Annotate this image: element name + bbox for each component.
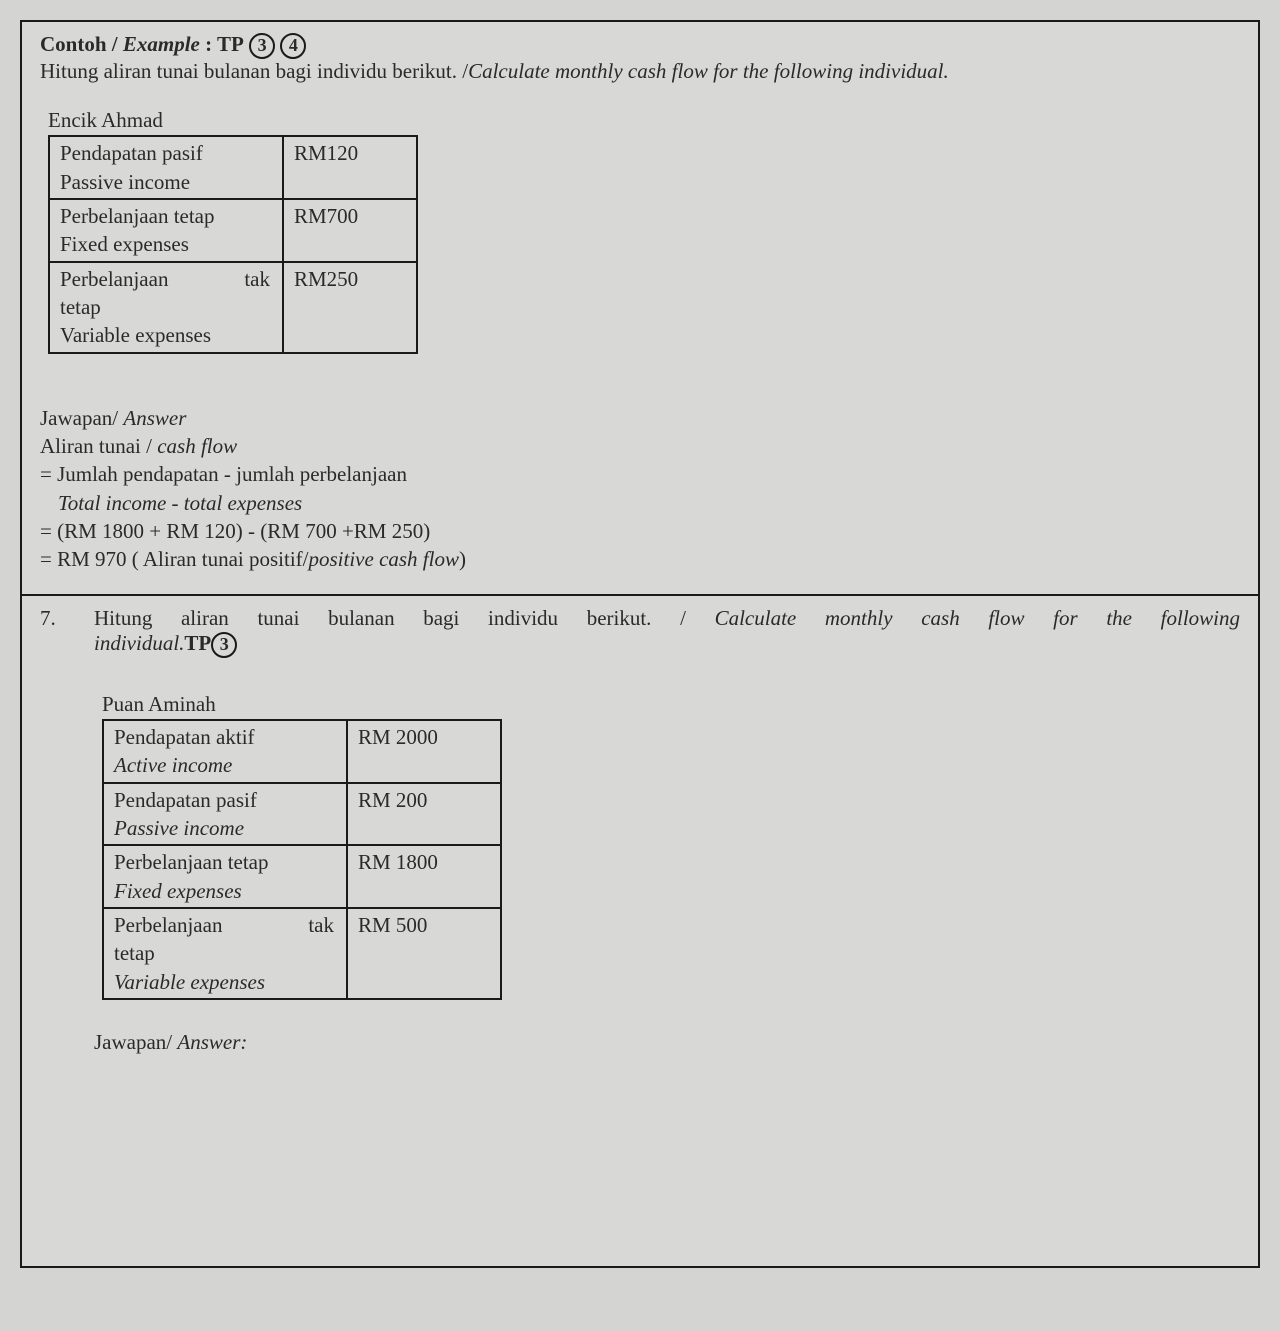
question-7-section: 7. Hitung aliran tunai bulanan bagi indi… bbox=[22, 596, 1258, 1266]
aminah-table: Pendapatan aktif Active income RM 2000 P… bbox=[102, 719, 502, 1000]
q7-prompt-en2: individual. bbox=[94, 631, 184, 655]
table-row: Perbelanjaantak tetap Variable expenses … bbox=[103, 908, 501, 999]
label-en: Variable expenses bbox=[114, 970, 265, 994]
answer-line1: Aliran tunai / cash flow bbox=[40, 432, 1240, 460]
tp-circle-4: 4 bbox=[280, 33, 306, 59]
example-section: Contoh / Example : TP 3 4 Hitung aliran … bbox=[22, 22, 1258, 594]
table-row: Perbelanjaan tetap Fixed expenses RM 180… bbox=[103, 845, 501, 908]
answer-line4: = RM 970 ( Aliran tunai positif/positive… bbox=[40, 545, 1240, 573]
answer-label-en: Answer bbox=[123, 406, 186, 430]
row3-label: Perbelanjaantak tetap Variable expenses bbox=[49, 262, 283, 353]
answer-line2-ms: = Jumlah pendapatan - jumlah perbelanjaa… bbox=[40, 460, 1240, 488]
q7-content: Puan Aminah Pendapatan aktif Active inco… bbox=[94, 692, 1240, 1055]
table-row: Perbelanjaan tetap Fixed expenses RM700 bbox=[49, 199, 417, 262]
line4-pre: = RM 970 ( Aliran tunai positif/ bbox=[40, 547, 309, 571]
arow2-label: Pendapatan pasif Passive income bbox=[103, 783, 347, 846]
answer-label: Jawapan/ Answer bbox=[40, 404, 1240, 432]
jawapan-label: Jawapan/ bbox=[40, 406, 123, 430]
arow1-value: RM 2000 bbox=[347, 720, 501, 783]
row3-value: RM250 bbox=[283, 262, 417, 353]
label-ms: Perbelanjaantak bbox=[60, 265, 270, 293]
row1-label: Pendapatan pasif Passive income bbox=[49, 136, 283, 199]
arow4-label: Perbelanjaantak tetap Variable expenses bbox=[103, 908, 347, 999]
q7-answer-label: Jawapan/ Answer: bbox=[94, 1030, 1240, 1055]
arow3-value: RM 1800 bbox=[347, 845, 501, 908]
example-heading: Contoh / Example : TP 3 4 bbox=[40, 32, 1240, 59]
line4-post: ) bbox=[459, 547, 466, 571]
example-answer: Jawapan/ Answer Aliran tunai / cash flow… bbox=[40, 404, 1240, 574]
person-name-ahmad: Encik Ahmad bbox=[48, 108, 1240, 133]
q7-header: 7. Hitung aliran tunai bulanan bagi indi… bbox=[40, 606, 1240, 658]
line1-en: cash flow bbox=[157, 434, 237, 458]
label-ms: Perbelanjaan tetap bbox=[114, 850, 269, 874]
ahmad-table: Pendapatan pasif Passive income RM120 Pe… bbox=[48, 135, 418, 353]
worksheet-page: Contoh / Example : TP 3 4 Hitung aliran … bbox=[20, 20, 1260, 1268]
example-prompt: Hitung aliran tunai bulanan bagi individ… bbox=[40, 59, 1240, 84]
heading-contoh: Contoh / bbox=[40, 32, 123, 56]
label-en: Passive income bbox=[114, 816, 244, 840]
jawapan-label: Jawapan/ bbox=[94, 1030, 177, 1054]
table-row: Perbelanjaantak tetap Variable expenses … bbox=[49, 262, 417, 353]
arow1-label: Pendapatan aktif Active income bbox=[103, 720, 347, 783]
label-ms: Pendapatan pasif bbox=[114, 788, 257, 812]
q7-prompt-line1: Hitung aliran tunai bulanan bagi individ… bbox=[94, 606, 1240, 631]
label-ms: Perbelanjaan tetap bbox=[60, 204, 215, 228]
prompt-ms: Hitung aliran tunai bulanan bagi individ… bbox=[40, 59, 468, 83]
q7-prompt-ms: Hitung aliran tunai bulanan bagi individ… bbox=[94, 606, 715, 630]
row2-value: RM700 bbox=[283, 199, 417, 262]
answer-line3: = (RM 1800 + RM 120) - (RM 700 +RM 250) bbox=[40, 517, 1240, 545]
label-en: Fixed expenses bbox=[114, 879, 242, 903]
table-row: Pendapatan pasif Passive income RM120 bbox=[49, 136, 417, 199]
q7-prompt-en: Calculate monthly cash flow for the foll… bbox=[715, 606, 1240, 630]
label-en: Active income bbox=[114, 753, 232, 777]
label-ms: Perbelanjaantak bbox=[114, 911, 334, 939]
label-ms2: tetap bbox=[60, 295, 101, 319]
arow4-value: RM 500 bbox=[347, 908, 501, 999]
heading-tp: : TP bbox=[200, 32, 244, 56]
line1-ms: Aliran tunai / bbox=[40, 434, 157, 458]
heading-example: Example bbox=[123, 32, 200, 56]
arow3-label: Perbelanjaan tetap Fixed expenses bbox=[103, 845, 347, 908]
label-ms2: tetap bbox=[114, 941, 155, 965]
person-name-aminah: Puan Aminah bbox=[102, 692, 1240, 717]
row1-value: RM120 bbox=[283, 136, 417, 199]
q7-body: Hitung aliran tunai bulanan bagi individ… bbox=[94, 606, 1240, 658]
label-ms: Pendapatan aktif bbox=[114, 725, 255, 749]
table-row: Pendapatan aktif Active income RM 2000 bbox=[103, 720, 501, 783]
row2-label: Perbelanjaan tetap Fixed expenses bbox=[49, 199, 283, 262]
q7-prompt-line2: individual.TP3 bbox=[94, 631, 1240, 658]
line4-it: positive cash flow bbox=[309, 547, 460, 571]
answer-label-en: Answer: bbox=[177, 1030, 247, 1054]
prompt-en: Calculate monthly cash flow for the foll… bbox=[468, 59, 949, 83]
label-en: Variable expenses bbox=[60, 323, 211, 347]
label-en: Passive income bbox=[60, 170, 190, 194]
tp-circle-3: 3 bbox=[249, 33, 275, 59]
answer-line2-en: Total income - total expenses bbox=[40, 489, 1240, 517]
q7-tp-label: TP bbox=[184, 631, 211, 655]
label-ms: Pendapatan pasif bbox=[60, 141, 203, 165]
table-row: Pendapatan pasif Passive income RM 200 bbox=[103, 783, 501, 846]
label-en: Fixed expenses bbox=[60, 232, 189, 256]
arow2-value: RM 200 bbox=[347, 783, 501, 846]
q7-number: 7. bbox=[40, 606, 94, 631]
q7-tp-circle: 3 bbox=[211, 632, 237, 658]
